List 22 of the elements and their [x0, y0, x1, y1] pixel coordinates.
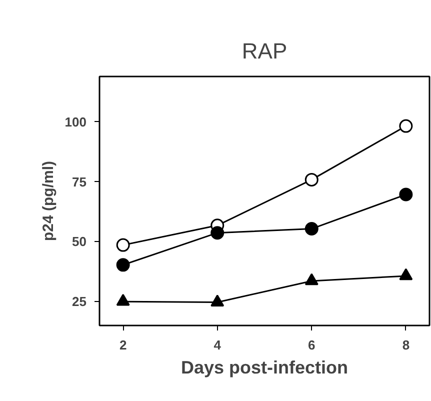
chart-title: RAP	[242, 38, 288, 64]
point	[304, 172, 318, 186]
point	[210, 294, 224, 306]
y-axis-title: p24 (pg/ml)	[40, 160, 57, 241]
point	[210, 226, 224, 240]
x-tick-label: 6	[308, 338, 316, 352]
x-tick-label: 8	[402, 338, 410, 352]
x-tick-label: 2	[119, 338, 127, 352]
point	[304, 273, 318, 286]
point	[304, 222, 318, 236]
point	[399, 119, 413, 133]
point	[399, 188, 413, 202]
point	[116, 294, 130, 306]
point	[116, 258, 130, 272]
y-tick-label: 100	[64, 114, 87, 130]
point	[116, 238, 130, 252]
x-axis-title: Days post-infection	[180, 358, 348, 378]
y-tick-label: 25	[72, 294, 87, 310]
x-tick-label: 4	[214, 338, 222, 352]
point	[399, 268, 413, 280]
y-tick-label: 75	[72, 174, 87, 190]
y-tick-label: 50	[72, 234, 87, 250]
